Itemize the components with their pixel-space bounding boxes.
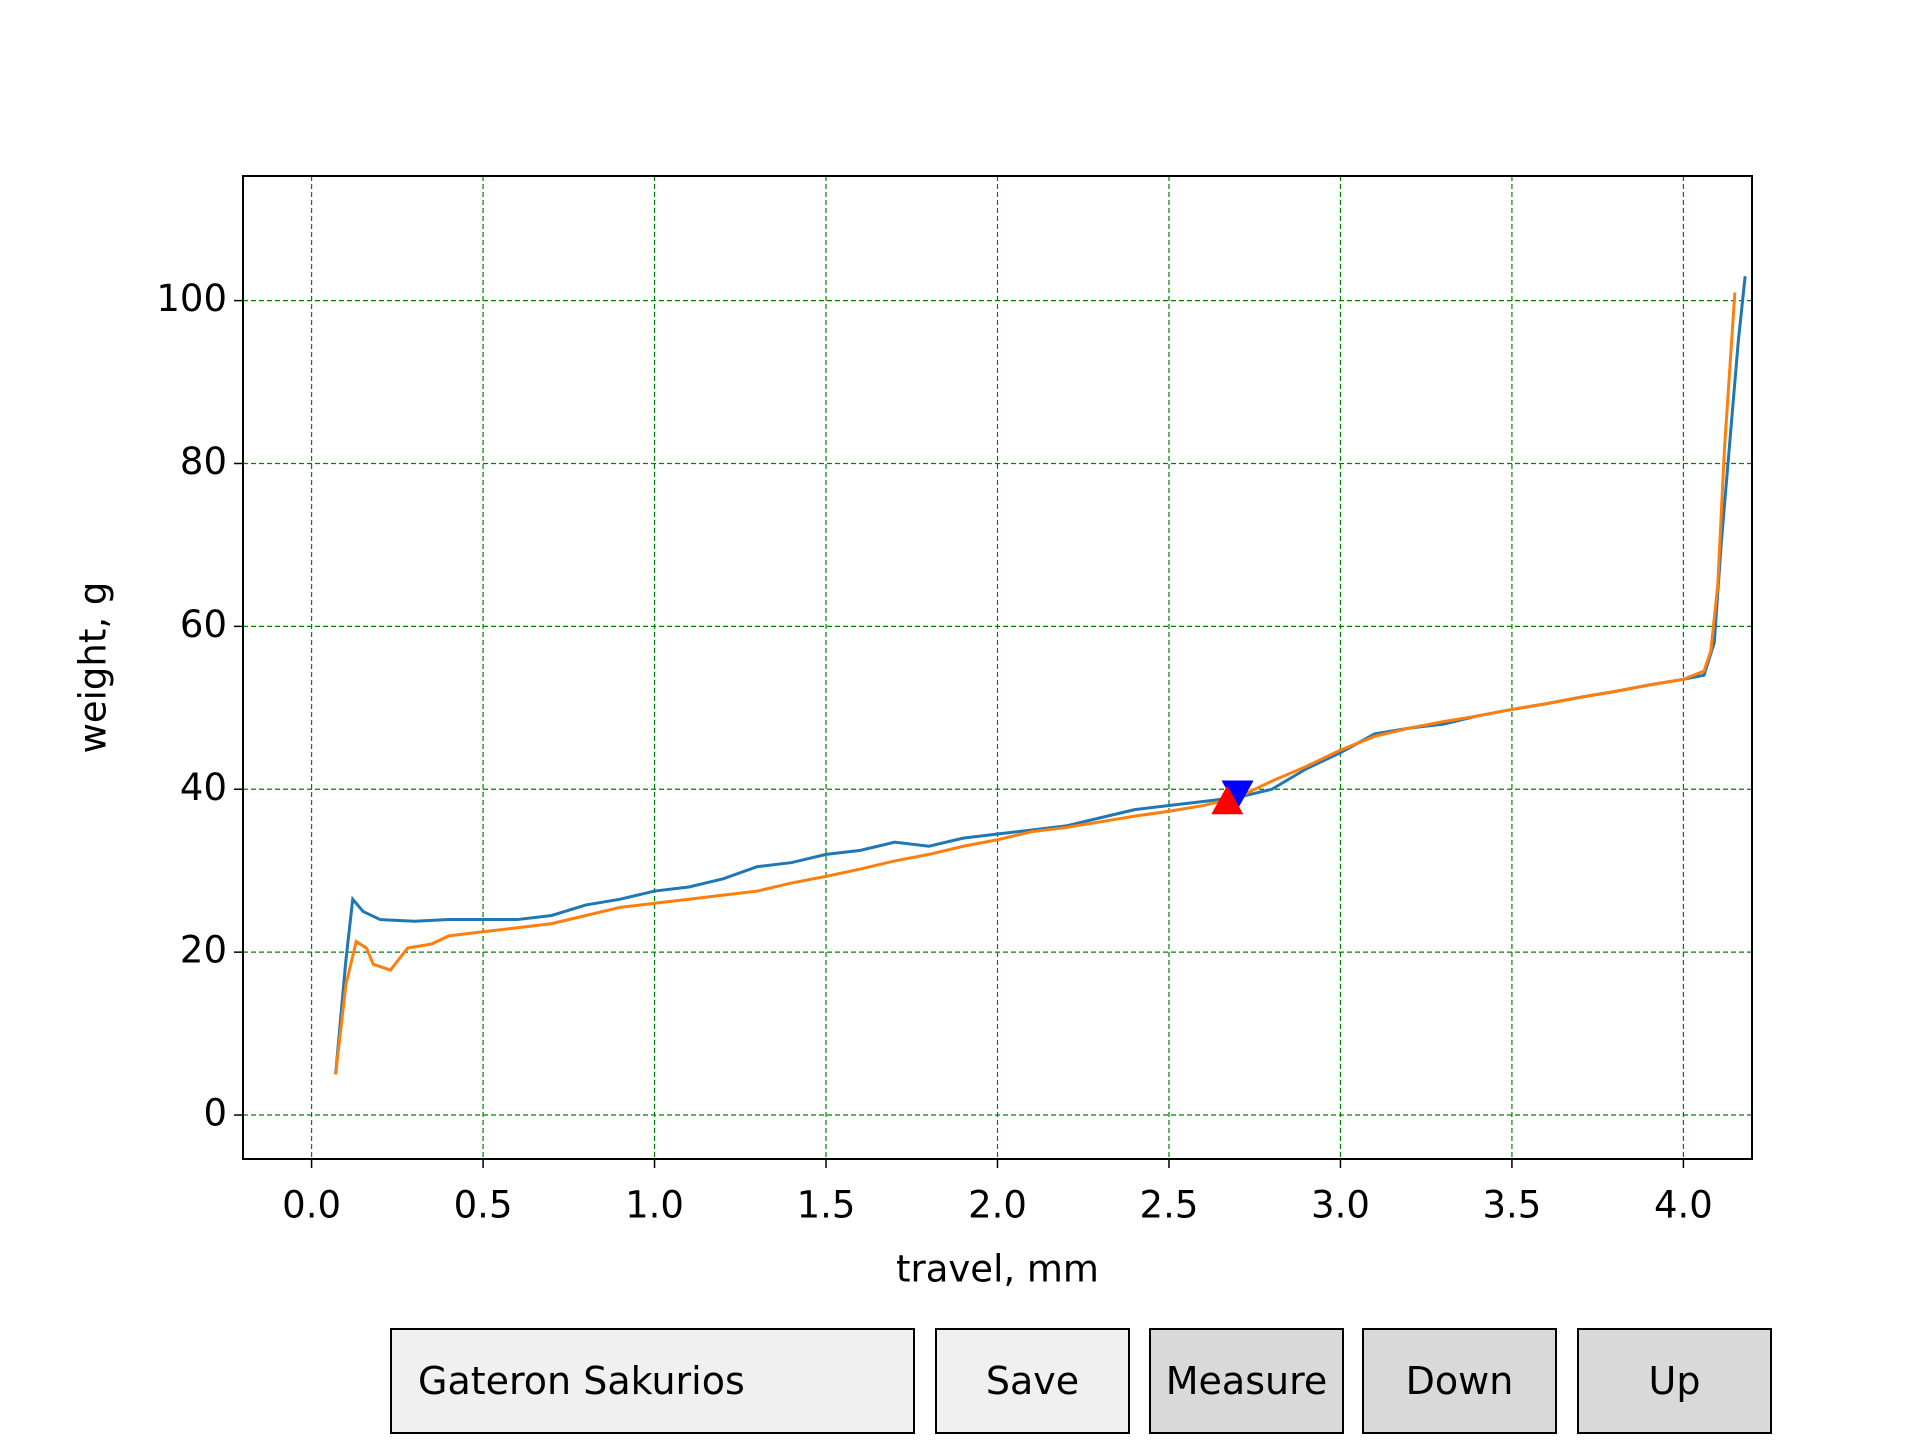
y-tick-label: 80 xyxy=(180,440,227,483)
y-tick-label: 20 xyxy=(180,929,227,972)
y-axis-label: weight, g xyxy=(72,582,115,754)
x-tick-label: 1.0 xyxy=(625,1184,684,1227)
x-tick-label: 3.0 xyxy=(1311,1184,1370,1227)
data-line xyxy=(334,292,1737,1075)
y-tick-label: 0 xyxy=(203,1092,227,1135)
save-button[interactable]: Save xyxy=(935,1328,1130,1434)
x-tick-label: 4.0 xyxy=(1654,1184,1713,1227)
x-tick-label: 0.5 xyxy=(454,1184,513,1227)
data-line xyxy=(334,276,1747,1075)
plot-frame xyxy=(242,175,1753,1160)
text-box[interactable]: Gateron Sakurios xyxy=(390,1328,915,1434)
x-tick-label: 0.0 xyxy=(282,1184,341,1227)
x-axis-label: travel, mm xyxy=(896,1248,1099,1291)
down-button[interactable]: Down xyxy=(1362,1328,1557,1434)
y-tick-label: 40 xyxy=(180,766,227,809)
x-tick-label: 2.5 xyxy=(1140,1184,1199,1227)
marker xyxy=(1221,780,1254,810)
x-tick-label: 3.5 xyxy=(1483,1184,1542,1227)
measure-button[interactable]: Measure xyxy=(1149,1328,1344,1434)
y-tick-label: 60 xyxy=(180,603,227,646)
y-tick-label: 100 xyxy=(156,277,227,320)
x-tick-label: 1.5 xyxy=(797,1184,856,1227)
x-tick-label: 2.0 xyxy=(968,1184,1027,1227)
up-button[interactable]: Up xyxy=(1577,1328,1772,1434)
marker xyxy=(1211,785,1244,815)
